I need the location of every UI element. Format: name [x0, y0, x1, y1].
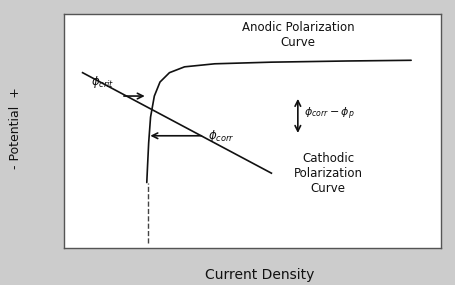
- Text: $\phi_{corr} - \phi_p$: $\phi_{corr} - \phi_p$: [303, 105, 354, 122]
- Text: Cathodic
Polarization
Curve: Cathodic Polarization Curve: [293, 152, 363, 195]
- Text: Anodic Polarization
Curve: Anodic Polarization Curve: [242, 21, 354, 49]
- Text: $\phi_{crit}$: $\phi_{crit}$: [91, 74, 114, 90]
- Text: $\phi_{corr}$: $\phi_{corr}$: [208, 128, 234, 144]
- Text: Current Density: Current Density: [205, 268, 314, 282]
- Text: - Potential  +: - Potential +: [9, 87, 22, 169]
